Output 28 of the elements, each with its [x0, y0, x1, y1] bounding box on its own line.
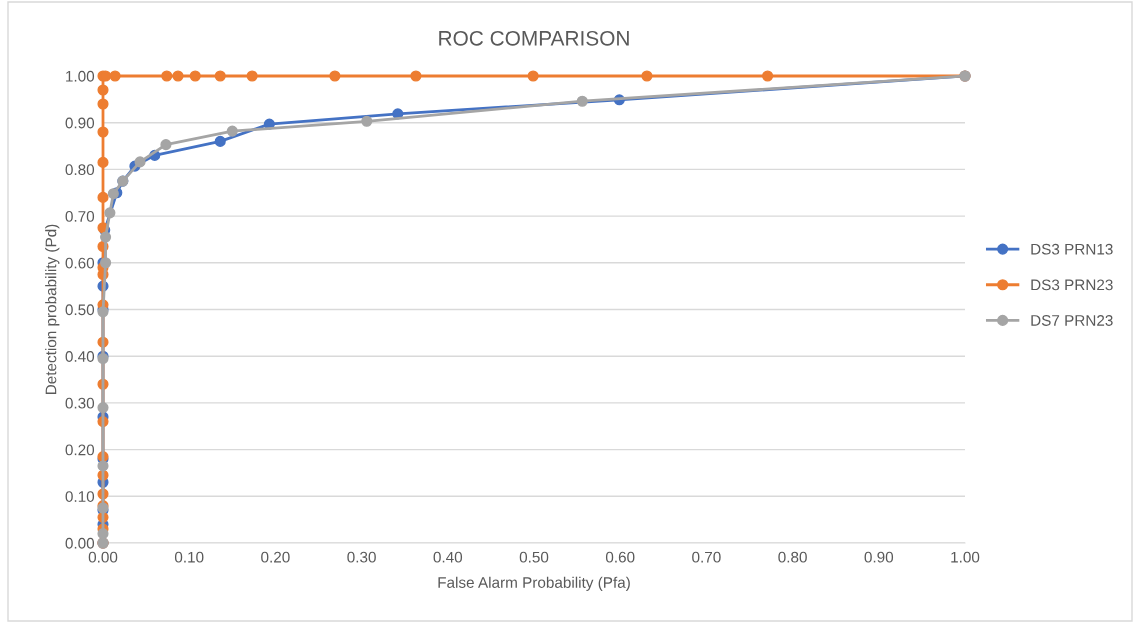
x-tick-label: 1.00 [951, 551, 980, 563]
legend-label: DS3 PRN23 [1031, 279, 1113, 291]
y-tick-label: 0.30 [65, 397, 95, 409]
x-axis-title: False Alarm Probability (Pfa) [438, 576, 630, 591]
y-tick-label: 0.40 [65, 351, 95, 362]
legend-label: DS3 PRN13 [1031, 243, 1113, 255]
y-tick-label: 0.50 [65, 304, 95, 316]
y-tick-label: 1.00 [66, 70, 95, 82]
y-tick-label: 0.00 [65, 537, 95, 549]
y-tick-label: 0.10 [65, 491, 95, 502]
y-tick-label: 0.90 [65, 117, 95, 129]
x-tick-label: 0.90 [864, 551, 894, 563]
x-tick-label: 0.30 [347, 551, 376, 563]
x-tick-label: 0.70 [692, 551, 721, 563]
x-tick-label: 0.60 [605, 551, 635, 563]
y-tick-label: 0.20 [65, 444, 95, 456]
y-tick-label: 0.60 [65, 257, 95, 269]
x-tick-label: 0.00 [88, 551, 118, 563]
chart-title: ROC COMPARISON [439, 30, 629, 46]
x-tick-label: 0.50 [519, 551, 549, 563]
y-tick-label: 0.70 [65, 210, 95, 222]
legend-label: DS7 PRN23 [1031, 315, 1113, 326]
y-axis-title: Detection probability (Pd) [45, 224, 60, 395]
x-tick-label: 0.80 [778, 551, 807, 563]
x-tick-label: 0.40 [433, 551, 463, 563]
x-tick-label: 0.20 [261, 551, 290, 563]
y-tick-label: 0.80 [65, 164, 95, 176]
x-tick-label: 0.10 [174, 551, 204, 563]
